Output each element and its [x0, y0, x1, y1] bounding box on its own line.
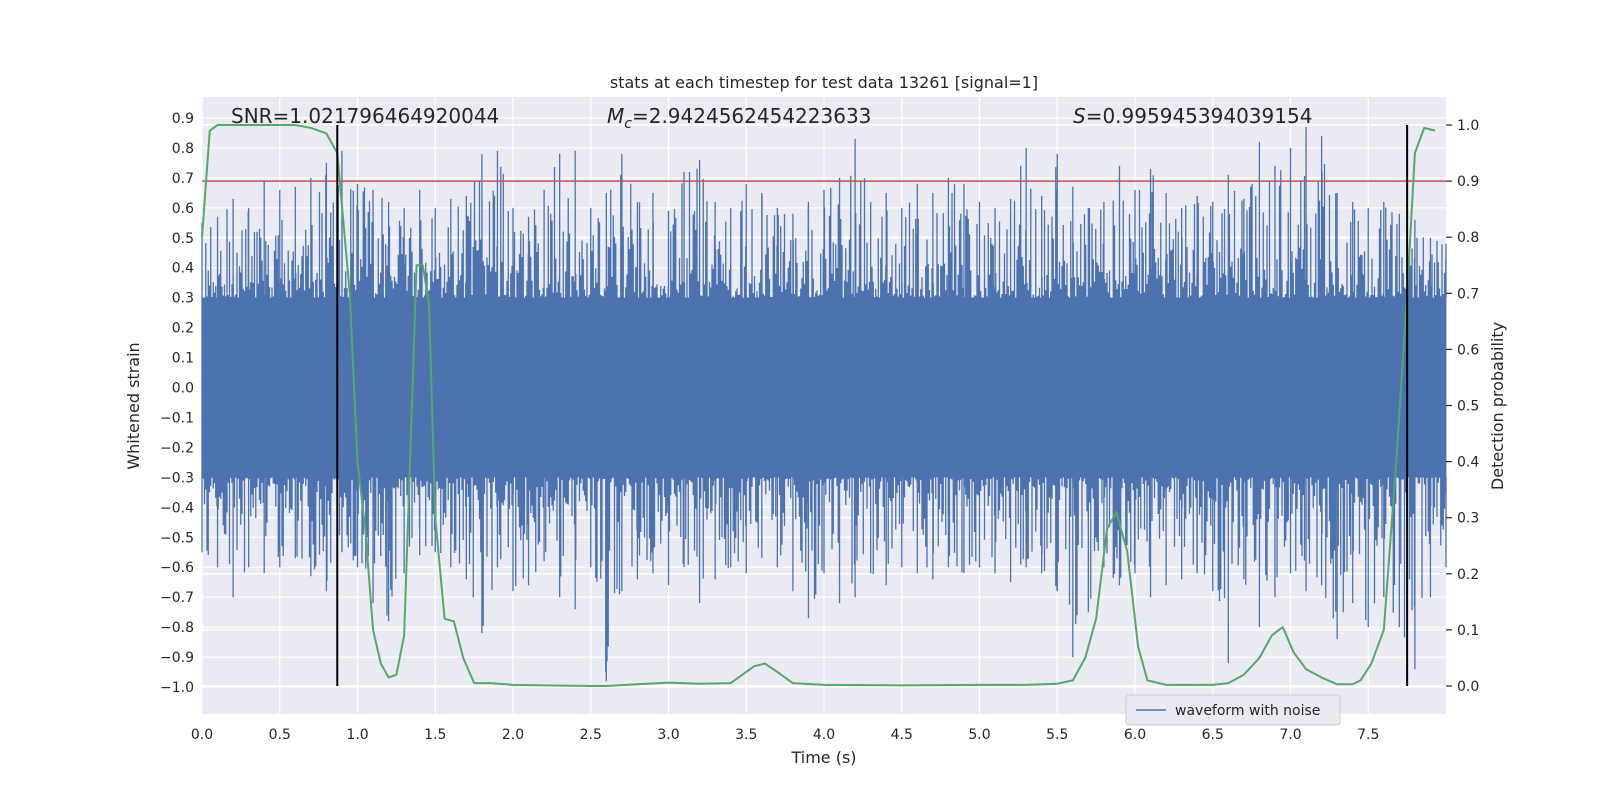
y2-tick-label: 0.9	[1457, 174, 1479, 190]
snr-annotation: SNR=1.021796464920044	[231, 104, 499, 128]
x-tick-label: 2.0	[502, 727, 524, 743]
x-tick-label: 2.5	[580, 727, 602, 743]
y-axis-ticks: 0.9 0.8 0.7 0.6 0.5 0.4 0.3 0.2 0.1 0.0 −0.1 −0.2 −0…	[160, 111, 194, 696]
y-tick-label: −0.3	[160, 470, 194, 486]
waveform-trace	[201, 126, 1447, 682]
y-tick-label: −0.9	[160, 650, 194, 666]
y2-tick-label: 0.2	[1457, 567, 1479, 583]
x-tick-label: 4.5	[891, 727, 913, 743]
y-tick-label: −0.6	[160, 560, 194, 576]
y-tick-label: −0.1	[160, 410, 194, 426]
y2-tick-label: 0.5	[1457, 399, 1479, 415]
y-tick-label: 0.6	[172, 201, 194, 217]
x-tick-label: 0.0	[191, 727, 213, 743]
y2-tick-label: 0.8	[1457, 230, 1479, 246]
y-axis-label: Whitened strain	[124, 342, 143, 469]
y2-tick-label: 0.3	[1457, 511, 1479, 527]
y-tick-label: −0.7	[160, 590, 194, 606]
x-tick-label: 5.0	[968, 727, 990, 743]
y-tick-label: 0.5	[172, 231, 194, 247]
y-tick-label: 0.4	[172, 261, 194, 277]
y-tick-label: 0.3	[172, 291, 194, 307]
chart-title: stats at each timestep for test data 132…	[610, 73, 1038, 92]
detection-probability-series	[201, 124, 1436, 687]
x-tick-label: 6.5	[1202, 727, 1224, 743]
y2-tick-label: 0.0	[1457, 679, 1479, 695]
y-tick-label: 0.7	[172, 171, 194, 187]
chirp-mass-subscript: c	[624, 116, 632, 132]
y-tick-label: 0.8	[172, 141, 194, 157]
score-annotation: S=0.995945394039154	[1073, 104, 1312, 128]
y-tick-label: 0.0	[172, 381, 194, 397]
legend: waveform with noise	[1125, 694, 1341, 726]
y2-tick-label: 0.7	[1457, 286, 1479, 302]
legend-box	[1125, 694, 1341, 726]
y2-tick-label: 0.6	[1457, 342, 1479, 358]
x-tick-label: 1.5	[424, 727, 446, 743]
chirp-mass-annotation: Mc=2.9424562454223633	[607, 104, 871, 132]
y2-tick-label: 0.1	[1457, 623, 1479, 639]
x-axis-ticks: 0.0 0.5 1.0 1.5 2.0 2.5 3.0 3.5 4.0 4.5 5.0 5.5 6.0 6…	[191, 727, 1380, 743]
x-tick-label: 5.5	[1046, 727, 1068, 743]
x-tick-label: 7.5	[1357, 727, 1379, 743]
chirp-mass-value: =2.9424562454223633	[632, 104, 871, 128]
x-tick-label: 6.0	[1124, 727, 1146, 743]
chirp-mass-symbol: M	[607, 104, 624, 128]
x-axis-label: Time (s)	[790, 748, 856, 767]
y-tick-label: −0.8	[160, 620, 194, 636]
y2-tick-label: 1.0	[1457, 118, 1479, 134]
y2-tick-label: 0.4	[1457, 455, 1479, 471]
y2-axis-ticks: 1.0 0.9 0.8 0.7 0.6 0.5 0.4 0.3 0.2 0.1 0.0	[1446, 118, 1479, 695]
waveform-series	[201, 126, 1447, 682]
score-value: =0.995945394039154	[1086, 104, 1313, 128]
y2-axis-label: Detection probability	[1488, 322, 1507, 490]
x-tick-label: 1.0	[346, 727, 368, 743]
y-tick-label: 0.2	[172, 321, 194, 337]
y-tick-label: −0.2	[160, 440, 194, 456]
x-tick-label: 0.5	[269, 727, 291, 743]
legend-label-waveform: waveform with noise	[1175, 703, 1320, 719]
x-tick-label: 3.5	[735, 727, 757, 743]
x-tick-label: 3.0	[657, 727, 679, 743]
y-tick-label: −1.0	[160, 680, 194, 696]
y-tick-label: 0.1	[172, 351, 194, 367]
y-tick-label: 0.9	[172, 111, 194, 127]
x-tick-label: 4.0	[813, 727, 835, 743]
y-tick-label: −0.5	[160, 530, 194, 546]
y-tick-label: −0.4	[160, 500, 194, 516]
detection-probability-line	[201, 124, 1436, 687]
score-symbol: S	[1073, 104, 1086, 128]
x-tick-label: 7.0	[1279, 727, 1301, 743]
vertical-marker-lines	[336, 125, 1409, 686]
